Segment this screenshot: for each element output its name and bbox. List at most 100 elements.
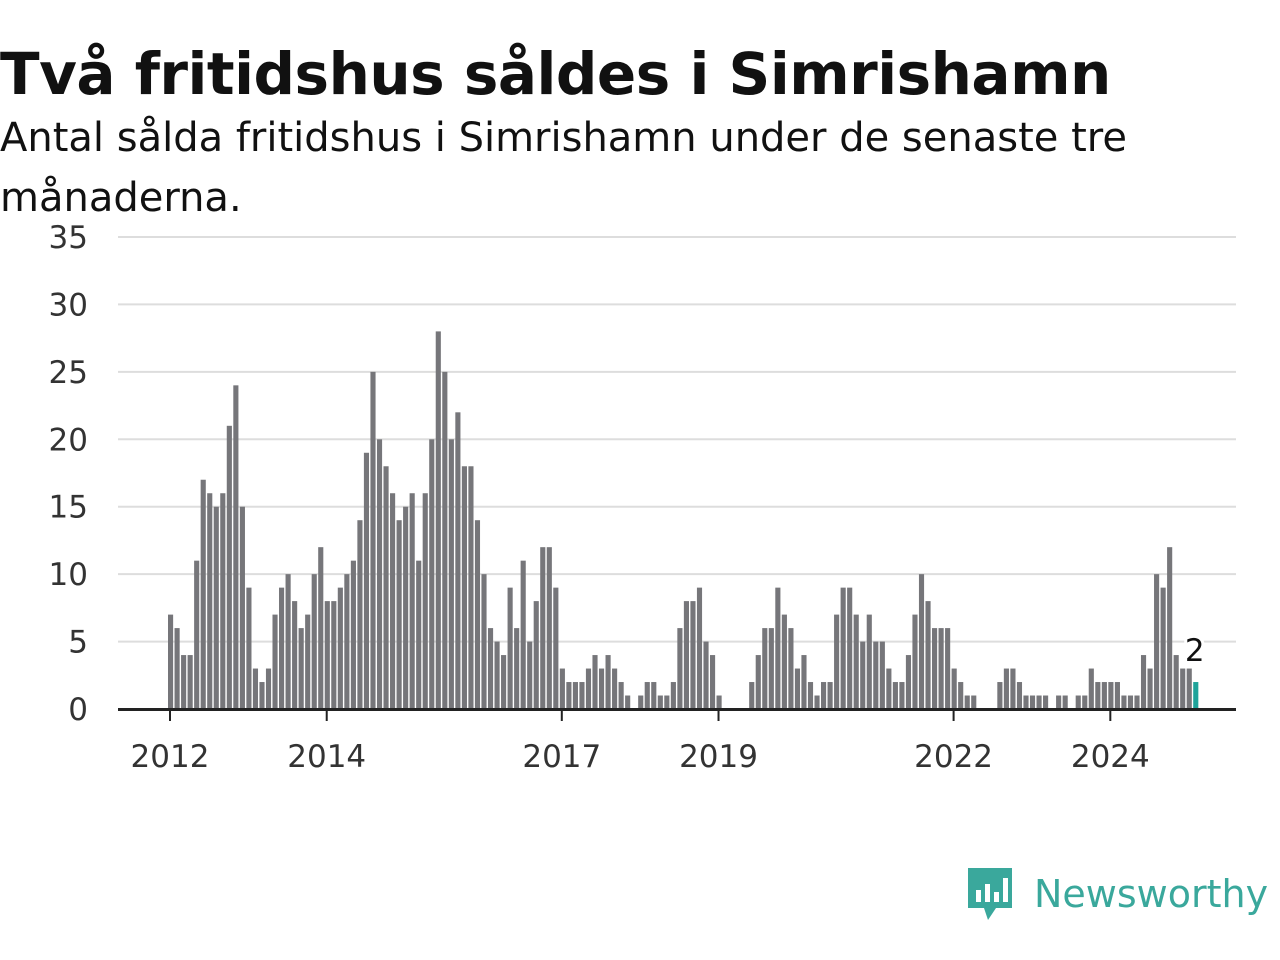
bar bbox=[932, 628, 938, 709]
bar bbox=[762, 628, 768, 709]
y-tick-label: 5 bbox=[68, 625, 88, 661]
bar bbox=[383, 466, 389, 709]
bar bbox=[324, 601, 330, 709]
y-tick-label: 30 bbox=[49, 287, 88, 323]
bars bbox=[168, 331, 1199, 709]
x-tick-label: 2012 bbox=[131, 739, 210, 775]
bar bbox=[213, 506, 219, 709]
bar bbox=[448, 439, 454, 709]
bar bbox=[1140, 655, 1147, 709]
bar bbox=[938, 628, 944, 709]
bar bbox=[794, 668, 801, 709]
bar bbox=[709, 655, 716, 709]
y-tick-label: 25 bbox=[49, 355, 88, 391]
bar bbox=[1023, 695, 1029, 709]
bar bbox=[429, 439, 435, 709]
bar bbox=[670, 682, 676, 709]
bar bbox=[337, 587, 343, 709]
newsworthy-logo-text: Newsworthy bbox=[1034, 872, 1269, 916]
bar bbox=[951, 668, 957, 709]
bar bbox=[827, 682, 833, 709]
bar bbox=[442, 371, 448, 709]
bar bbox=[1173, 655, 1179, 709]
x-tick-label: 2019 bbox=[679, 739, 758, 775]
x-axis: 2012 2014 2017 2019 2022 2024 bbox=[118, 708, 1236, 775]
bar bbox=[768, 628, 774, 709]
x-tick-label: 2022 bbox=[914, 739, 993, 775]
bar bbox=[638, 695, 644, 709]
bar bbox=[200, 479, 206, 709]
bar bbox=[1056, 695, 1062, 709]
bar bbox=[350, 560, 356, 709]
bar bbox=[1160, 587, 1166, 709]
bar bbox=[716, 695, 722, 709]
bar bbox=[677, 628, 683, 709]
chart-title: Två fritidshus såldes i Simrishamn bbox=[0, 40, 1111, 108]
bar bbox=[553, 587, 559, 709]
bar bbox=[1186, 668, 1192, 709]
bar bbox=[481, 574, 487, 709]
bar bbox=[298, 628, 304, 709]
newsworthy-logo: Newsworthy bbox=[964, 864, 1268, 924]
bar bbox=[925, 601, 931, 709]
bar bbox=[1147, 668, 1153, 709]
y-tick-label: 10 bbox=[49, 557, 88, 593]
bar bbox=[370, 371, 376, 709]
bar bbox=[540, 547, 546, 709]
x-tick-label: 2024 bbox=[1071, 739, 1150, 775]
bar bbox=[866, 614, 872, 709]
bar bbox=[487, 628, 494, 709]
bar bbox=[1029, 695, 1036, 709]
bar bbox=[507, 587, 513, 709]
bar bbox=[918, 574, 925, 709]
x-tick-label: 2017 bbox=[522, 739, 601, 775]
bar bbox=[357, 520, 363, 709]
bar bbox=[840, 587, 846, 709]
bar bbox=[246, 587, 252, 709]
bar bbox=[1108, 682, 1114, 709]
bar bbox=[958, 682, 964, 709]
bar bbox=[292, 601, 298, 709]
bar bbox=[749, 682, 755, 709]
bar bbox=[971, 695, 977, 709]
bar bbox=[566, 682, 572, 709]
bar bbox=[703, 641, 709, 709]
bar bbox=[853, 614, 859, 709]
bar bbox=[403, 506, 409, 709]
bar bbox=[207, 493, 213, 709]
bar bbox=[416, 560, 422, 709]
bar bbox=[1088, 668, 1094, 709]
gridlines: 0 5 10 15 20 25 30 35 bbox=[49, 220, 1236, 728]
bar bbox=[220, 493, 226, 709]
bar bbox=[651, 682, 657, 709]
bar bbox=[1154, 574, 1160, 709]
bar bbox=[474, 520, 481, 709]
bar bbox=[468, 466, 474, 709]
bar bbox=[892, 682, 898, 709]
bar bbox=[873, 641, 879, 709]
bar bbox=[1010, 668, 1016, 709]
bar bbox=[285, 574, 291, 709]
bar bbox=[775, 587, 781, 709]
bar bbox=[533, 601, 539, 709]
bar bbox=[187, 655, 193, 709]
bar bbox=[1095, 682, 1101, 709]
bar bbox=[912, 614, 918, 709]
bar bbox=[592, 655, 598, 709]
bar bbox=[514, 628, 520, 709]
bar bbox=[226, 425, 232, 709]
newsworthy-logo-icon bbox=[968, 868, 1012, 920]
bar bbox=[1167, 547, 1173, 709]
bar bbox=[847, 587, 853, 709]
bar bbox=[461, 466, 467, 709]
last-value-label: 2 bbox=[1185, 633, 1205, 669]
bar bbox=[174, 628, 180, 709]
bar bbox=[879, 641, 885, 709]
bar bbox=[422, 493, 428, 709]
bar bbox=[396, 520, 402, 709]
bar bbox=[905, 655, 912, 709]
chart-subtitle: Antal sålda fritidshus i Simrishamn unde… bbox=[0, 115, 1127, 221]
bar bbox=[527, 641, 533, 709]
bar bbox=[1127, 695, 1134, 709]
